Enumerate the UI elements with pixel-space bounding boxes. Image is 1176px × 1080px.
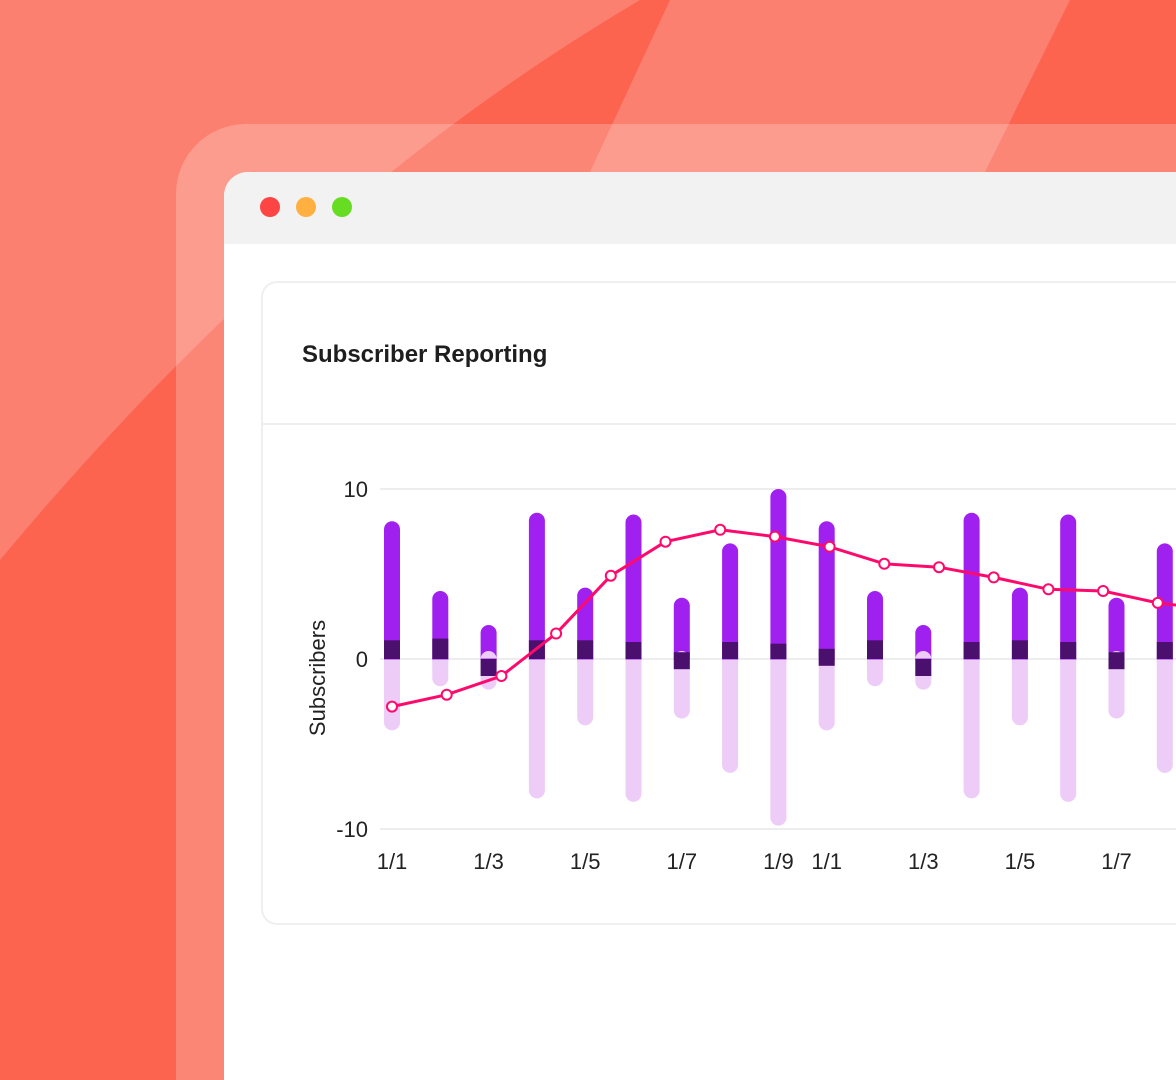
bar-negative-cap [577,659,594,663]
x-tick-label: 1/7 [667,849,698,874]
close-button[interactable] [260,197,280,217]
bar-positive [722,543,739,667]
bar-net [867,640,883,659]
card-header: Subscriber Reporting [263,283,1176,425]
x-tick-label: 1/1 [377,849,408,874]
bar-negative [1011,651,1028,726]
bar-negative-cap [867,659,883,663]
x-tick-label: 1/3 [473,849,504,874]
trend-point [823,540,836,553]
bar-net [915,659,932,676]
bar-negative [577,651,594,726]
bar-net [480,659,497,676]
bar-positive [528,512,545,667]
bar-negative [818,651,835,731]
bar-positive [625,514,642,667]
trend-point [386,700,398,713]
trend-point [878,557,891,570]
bar-net [1156,642,1173,659]
bar-negative-cap [1156,659,1173,663]
x-tick-label: 1/9 [763,849,794,874]
bar-negative-cap [384,659,400,663]
trend-point [1042,583,1055,596]
title-bar [224,172,1176,244]
trend-point [768,530,781,543]
bar-net [625,642,642,659]
bar-positive [818,521,835,667]
trend-point [1097,585,1110,597]
bar-negative-cap [625,659,642,663]
bar-positive [963,512,980,667]
bar-net [384,640,400,659]
y-tick-label: 10 [344,477,368,502]
bar-positive [1108,597,1125,667]
trend-line [391,528,1176,709]
trend-point [440,688,453,701]
x-tick-label: 1/5 [1005,849,1036,874]
trend-point [1151,596,1164,609]
bar-net [722,642,739,659]
trend-point [550,627,563,640]
x-tick-label: 1/5 [570,849,601,874]
bar-net [818,648,835,666]
bar-positive [673,597,690,667]
bar-negative-cap [528,659,545,663]
bar-negative [722,651,739,773]
bar-negative-cap [1011,659,1028,663]
x-tick-label: 1/1 [811,849,842,874]
bar-positive [384,521,400,667]
trend-point [933,561,945,574]
trend-point [659,535,672,548]
minimize-button[interactable] [296,197,316,217]
bar-net [432,638,449,659]
bar-negative [770,651,787,826]
bar-net [673,652,690,670]
card-title: Subscriber Reporting [302,341,548,368]
bar-negative [528,651,545,799]
bar-negative [1060,651,1077,802]
y-axis-label: Subscribers [305,620,330,736]
bar-negative-cap [432,659,449,663]
bar-negative [625,651,642,802]
bar-net [1108,652,1125,670]
bar-net [963,642,980,659]
app-window: Subscriber Reporting [224,172,1176,1080]
x-tick-label: 1/7 [1101,849,1132,874]
trend-point [714,523,727,536]
y-tick-label: -10 [336,817,368,842]
trend-point [987,571,1000,584]
maximize-button[interactable] [332,197,352,217]
bar-positive [770,489,787,667]
y-tick-label: 0 [356,647,368,672]
trend-point [495,670,508,682]
bar-negative-cap [1060,659,1077,663]
bar-net [577,640,594,659]
bar-negative-cap [770,659,787,663]
bar-net [770,643,787,659]
bar-negative-cap [963,659,980,663]
bar-net [1011,640,1028,659]
bar-negative-cap [722,659,739,663]
bar-negative [1156,651,1173,773]
trend-point [604,569,617,582]
bar-negative [963,651,980,799]
bar-net [1060,642,1077,659]
x-tick-label: 1/3 [908,849,939,874]
